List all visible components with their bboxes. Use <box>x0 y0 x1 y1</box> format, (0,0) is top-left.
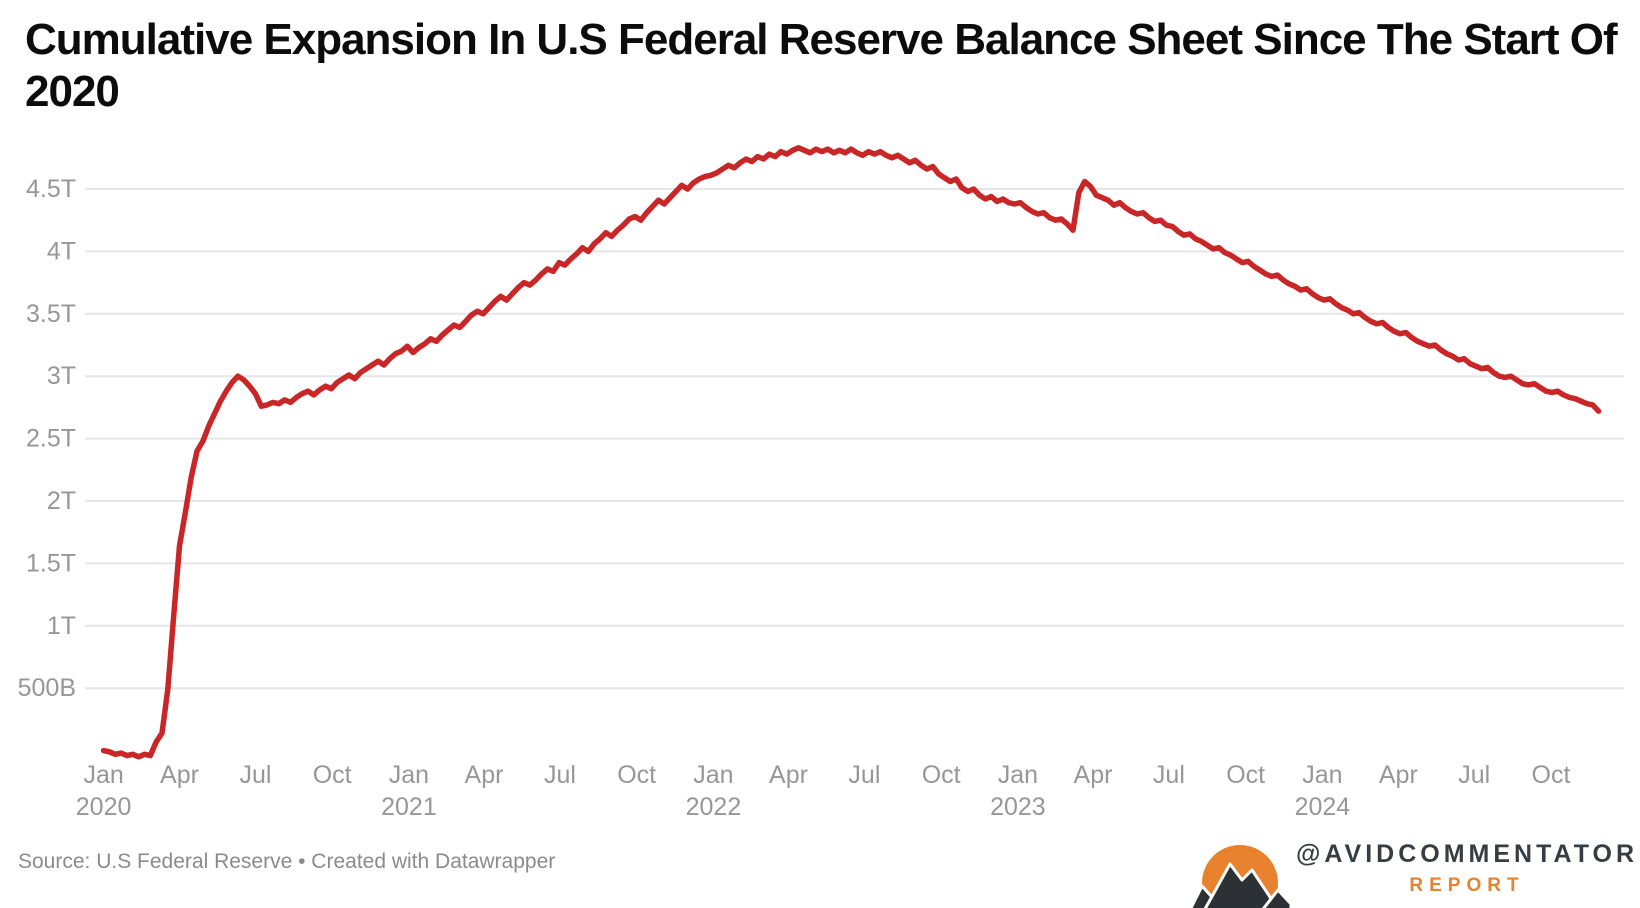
x-axis-month-label: Jan <box>83 761 123 789</box>
x-axis-month-label: Oct <box>1532 761 1571 789</box>
x-axis-month-label: Jul <box>544 761 576 789</box>
x-axis-month-label: Apr <box>160 761 199 789</box>
brand-logo <box>1186 840 1291 908</box>
x-axis-year-label: 2020 <box>76 793 132 821</box>
y-axis-label: 3T <box>47 362 76 390</box>
x-axis-year-label: 2021 <box>381 793 437 821</box>
x-axis-year-label: 2022 <box>686 793 742 821</box>
x-axis-month-label: Jul <box>239 761 271 789</box>
x-axis-month-label: Jan <box>693 761 733 789</box>
x-axis-month-label: Oct <box>1226 761 1265 789</box>
x-axis-month-label: Jul <box>1153 761 1185 789</box>
page-title-line2: 2020 <box>25 67 120 116</box>
x-axis-month-label: Jan <box>389 761 429 789</box>
page-title: Cumulative Expansion In U.S Federal Rese… <box>25 14 1625 118</box>
x-axis-year-label: 2024 <box>1295 793 1351 821</box>
source-note: Source: U.S Federal Reserve • Created wi… <box>18 850 556 873</box>
x-axis-month-label: Oct <box>617 761 656 789</box>
y-axis-label: 1.5T <box>26 549 76 577</box>
x-axis-year-label: 2023 <box>990 793 1046 821</box>
y-axis-label: 2.5T <box>26 425 76 453</box>
y-axis-label: 3.5T <box>26 300 76 328</box>
y-axis-label: 4.5T <box>26 175 76 203</box>
x-axis-month-label: Oct <box>922 761 961 789</box>
brand-text: @AVIDCOMMENTATOR REPORT <box>1294 840 1640 897</box>
page-title-line1: Cumulative Expansion In U.S Federal Rese… <box>25 15 1618 64</box>
x-axis-month-label: Jan <box>998 761 1038 789</box>
y-axis-label: 2T <box>47 487 76 515</box>
sun-mountain-icon <box>1189 845 1291 908</box>
x-axis-month-label: Apr <box>769 761 808 789</box>
x-axis-month-label: Apr <box>1379 761 1418 789</box>
x-axis-month-label: Jul <box>848 761 880 789</box>
brand-report-label: REPORT <box>1409 875 1525 896</box>
y-axis-label: 500B <box>18 674 76 702</box>
x-axis-month-label: Jan <box>1302 761 1342 789</box>
y-axis-label: 4T <box>47 237 76 265</box>
brand-handle: @AVIDCOMMENTATOR <box>1295 840 1639 868</box>
chart-line <box>100 145 1602 760</box>
y-axis-label: 1T <box>47 612 76 640</box>
x-axis-month-label: Jul <box>1458 761 1490 789</box>
x-axis-month-label: Apr <box>1074 761 1113 789</box>
x-axis-month-label: Oct <box>313 761 352 789</box>
x-axis-month-label: Apr <box>465 761 504 789</box>
